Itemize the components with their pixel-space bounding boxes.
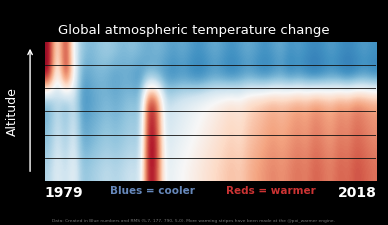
Text: Blues = cooler: Blues = cooler [110, 186, 195, 196]
Text: Data: Created in Blue numbers and RMS (5,7, 177, 790, 5,0). More warming stripes: Data: Created in Blue numbers and RMS (5… [52, 219, 336, 223]
Text: Global atmospheric temperature change: Global atmospheric temperature change [58, 24, 330, 37]
Text: Altitude: Altitude [6, 87, 19, 136]
Text: 1979: 1979 [45, 186, 83, 200]
Text: 2018: 2018 [338, 186, 376, 200]
Text: Reds = warmer: Reds = warmer [226, 186, 316, 196]
